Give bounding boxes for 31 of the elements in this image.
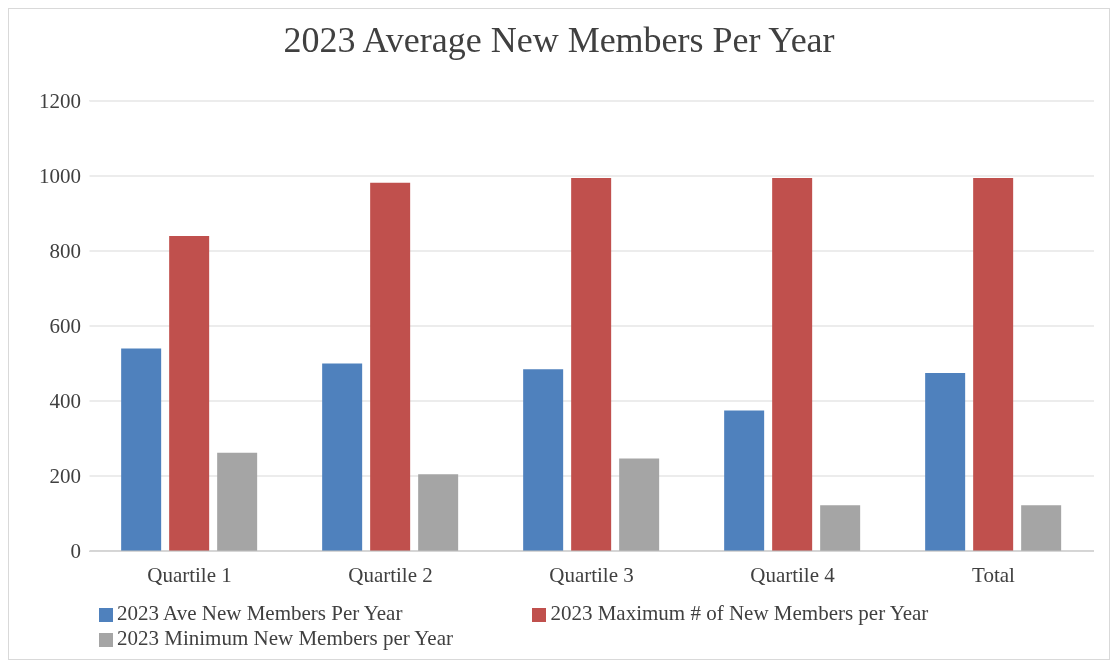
- x-tick-label: Quartile 4: [750, 562, 836, 587]
- x-tick-label: Quartile 3: [549, 562, 634, 587]
- y-tick-label: 800: [49, 239, 81, 264]
- bar: [217, 452, 258, 551]
- y-tick-label: 1200: [39, 89, 81, 114]
- bar: [322, 363, 363, 551]
- y-tick-label: 200: [49, 464, 81, 489]
- chart-title: 2023 Average New Members Per Year: [282, 19, 836, 62]
- x-tick-label: Quartile 2: [348, 562, 433, 587]
- x-tick-label: Total: [972, 562, 1016, 587]
- y-tick-label: 1000: [39, 164, 81, 189]
- y-tick-label: 600: [49, 314, 81, 339]
- bar: [973, 177, 1014, 551]
- legend-label: 2023 Ave New Members Per Year: [117, 601, 403, 625]
- bar: [121, 348, 162, 551]
- bar: [619, 458, 660, 551]
- bar: [820, 505, 861, 551]
- bar: [925, 372, 966, 551]
- bar: [169, 236, 210, 551]
- bar: [1021, 505, 1062, 551]
- bar: [523, 369, 564, 551]
- y-tick-label: 0: [70, 539, 81, 564]
- bar: [724, 410, 765, 551]
- bar: [571, 177, 612, 551]
- bar: [418, 474, 459, 551]
- bar: [370, 182, 411, 551]
- legend-label: 2023 Minimum New Members per Year: [117, 626, 453, 650]
- legend-label: 2023 Maximum # of New Members per Year: [550, 601, 929, 625]
- bar: [772, 177, 813, 551]
- x-tick-label: Quartile 1: [147, 562, 232, 587]
- y-tick-label: 400: [49, 389, 81, 414]
